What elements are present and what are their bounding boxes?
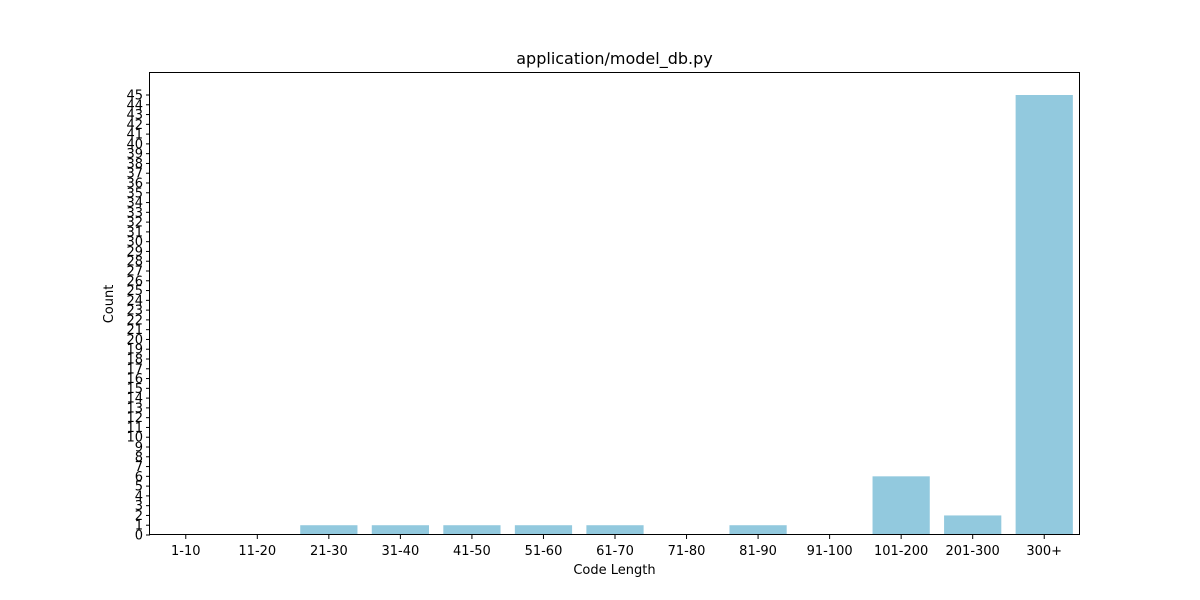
y-tick-label: 27 (126, 265, 143, 280)
y-tick-label: 0 (135, 529, 143, 544)
bar-61-70 (586, 525, 644, 535)
x-tick-label: 201-300 (946, 544, 1000, 559)
y-tick-label: 41 (126, 128, 143, 143)
y-tick-label: 17 (126, 362, 143, 377)
x-axis-ticks: 1-10 11-20 21-30 31-40 41-50 51-60 61-70 71-80 8… (171, 535, 1062, 559)
y-tick-label: 38 (126, 157, 143, 172)
y-tick-label: 37 (126, 167, 143, 182)
x-tick-label: 91-100 (807, 544, 853, 559)
y-tick-label: 23 (126, 304, 143, 319)
y-tick-label: 11 (126, 421, 143, 436)
bar-41-50 (443, 525, 501, 535)
y-tick-label: 6 (135, 470, 143, 485)
bar-300+ (1015, 95, 1073, 535)
bar-51-60 (514, 525, 573, 535)
y-tick-label: 32 (126, 216, 143, 231)
y-tick-label: 36 (126, 177, 143, 192)
y-tick-label: 39 (126, 147, 143, 162)
x-tick-label: 81-90 (739, 544, 777, 559)
y-tick-label: 34 (126, 196, 143, 211)
y-tick-label: 2 (135, 509, 143, 524)
x-tick-label: 300+ (1026, 544, 1062, 559)
y-tick-label: 3 (135, 499, 143, 514)
y-tick-label: 10 (126, 431, 143, 446)
y-tick-label: 19 (126, 343, 143, 358)
y-tick-label: 28 (126, 255, 143, 270)
y-tick-label: 42 (126, 118, 143, 133)
x-axis-label: Code Length (573, 563, 655, 578)
y-tick-label: 16 (126, 372, 143, 387)
bar-21-30 (300, 525, 358, 535)
x-tick-label: 1-10 (171, 544, 201, 559)
y-tick-label: 21 (126, 323, 143, 338)
y-tick-label: 40 (126, 137, 143, 152)
y-tick-label: 13 (126, 401, 143, 416)
y-tick-label: 26 (126, 274, 143, 289)
y-tick-label: 22 (126, 313, 143, 328)
x-tick-label: 71-80 (668, 544, 706, 559)
y-tick-label: 5 (135, 480, 143, 495)
x-tick-label: 31-40 (381, 544, 419, 559)
x-tick-label: 21-30 (310, 544, 348, 559)
chart-title: application/model_db.py (516, 49, 713, 69)
bar-81-90 (729, 525, 787, 535)
bars-group (300, 95, 1073, 535)
y-tick-label: 43 (126, 108, 143, 123)
y-tick-label: 18 (126, 353, 143, 368)
y-tick-label: 24 (126, 294, 143, 309)
y-tick-label: 7 (135, 460, 143, 475)
y-tick-label: 12 (126, 411, 143, 426)
y-axis-ticks: 0123456789101112131415161718192021222324… (126, 89, 150, 544)
y-tick-label: 9 (135, 441, 143, 456)
y-tick-label: 15 (126, 382, 143, 397)
y-tick-label: 29 (126, 245, 143, 260)
y-tick-label: 8 (135, 450, 143, 465)
y-tick-label: 1 (135, 519, 143, 534)
y-tick-label: 33 (126, 206, 143, 221)
y-tick-label: 45 (126, 89, 143, 104)
y-tick-label: 30 (126, 235, 143, 250)
y-tick-label: 35 (126, 186, 143, 201)
x-tick-label: 61-70 (596, 544, 634, 559)
y-tick-label: 31 (126, 225, 143, 240)
bar-31-40 (371, 525, 429, 535)
plot-frame (149, 72, 1080, 535)
y-axis-label: Count (102, 285, 117, 324)
x-tick-label: 51-60 (525, 544, 563, 559)
x-tick-label: 101-200 (874, 544, 928, 559)
bar-201-300 (944, 515, 1002, 535)
y-tick-label: 4 (135, 489, 143, 504)
x-tick-label: 41-50 (453, 544, 491, 559)
y-tick-label: 14 (126, 392, 143, 407)
y-tick-label: 25 (126, 284, 143, 299)
y-tick-label: 20 (126, 333, 143, 348)
x-tick-label: 11-20 (238, 544, 276, 559)
y-tick-label: 44 (126, 98, 143, 113)
bar-101-200 (872, 476, 930, 535)
